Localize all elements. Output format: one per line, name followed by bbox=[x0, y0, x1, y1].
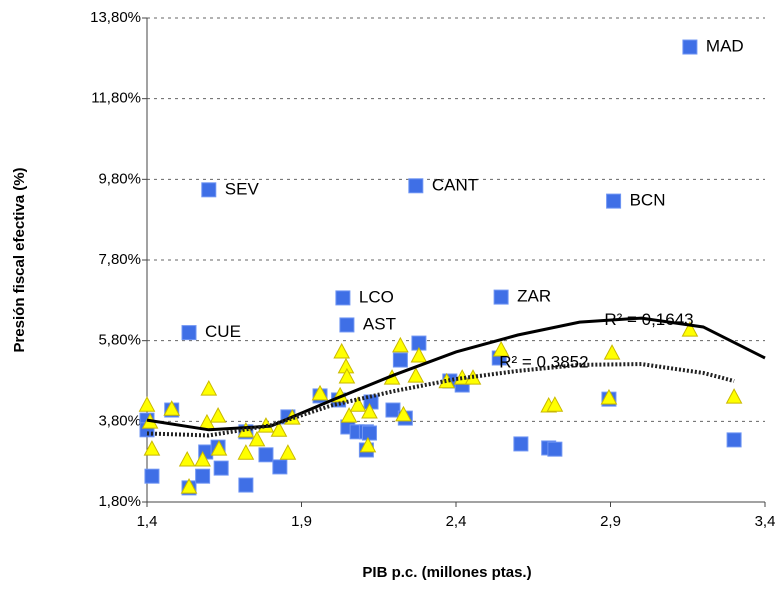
square-point bbox=[392, 352, 408, 368]
triangle-point bbox=[349, 396, 367, 412]
point-label: SEV bbox=[225, 179, 260, 198]
triangle-point bbox=[395, 405, 412, 422]
square-point bbox=[606, 193, 622, 209]
square-point bbox=[181, 325, 197, 341]
triangle-point bbox=[237, 421, 255, 438]
square-point bbox=[195, 468, 211, 484]
triangle-point bbox=[200, 380, 218, 396]
triangle-point bbox=[725, 388, 743, 404]
triangle-point bbox=[209, 407, 227, 423]
square-point bbox=[201, 182, 217, 198]
point-label: CANT bbox=[432, 175, 478, 194]
square-point bbox=[144, 468, 160, 484]
triangle-point bbox=[279, 444, 297, 460]
triangle-point bbox=[361, 402, 378, 419]
triangle-point bbox=[311, 384, 329, 401]
triangle-point bbox=[410, 346, 428, 363]
triangle-point bbox=[248, 430, 266, 447]
square-point bbox=[335, 290, 351, 306]
y-tick-label: 1,80% bbox=[98, 493, 141, 510]
triangle-point bbox=[600, 388, 618, 405]
triangle-point bbox=[270, 421, 288, 437]
square-point bbox=[726, 432, 742, 448]
triangle-point bbox=[338, 367, 356, 384]
triangle-point bbox=[359, 436, 377, 453]
triangle-point bbox=[546, 396, 564, 412]
square-point bbox=[361, 425, 377, 441]
point-label: ZAR bbox=[517, 287, 551, 306]
x-tick-label: 1,4 bbox=[137, 513, 158, 530]
y-tick-label: 11,80% bbox=[91, 90, 141, 107]
x-tick-label: 2,9 bbox=[600, 513, 621, 530]
y-axis-title: Presión fiscal efectiva (%) bbox=[11, 167, 28, 352]
trendline-label: R² = 0,1643 bbox=[604, 310, 693, 329]
y-tick-label: 5,80% bbox=[98, 332, 141, 349]
triangle-point bbox=[178, 450, 196, 467]
triangle-point bbox=[138, 396, 156, 412]
point-label: AST bbox=[363, 314, 396, 333]
x-tick-label: 2,4 bbox=[446, 513, 467, 530]
x-tick-label: 3,4 bbox=[755, 513, 775, 530]
square-point bbox=[682, 39, 698, 55]
triangle-point bbox=[143, 440, 161, 456]
y-tick-label: 13,80% bbox=[90, 9, 141, 26]
square-point bbox=[339, 317, 355, 333]
y-tick-label: 7,80% bbox=[98, 251, 141, 268]
point-label: BCN bbox=[630, 191, 666, 210]
point-label: LCO bbox=[359, 287, 394, 306]
triangle-point bbox=[392, 336, 409, 353]
triangle-point bbox=[492, 340, 510, 357]
trendline bbox=[146, 316, 766, 432]
square-point bbox=[272, 459, 288, 475]
triangle-point bbox=[194, 450, 211, 467]
x-axis-title: PIB p.c. (millones ptas.) bbox=[362, 564, 531, 581]
square-point bbox=[238, 477, 254, 493]
square-point bbox=[493, 289, 509, 305]
y-tick-label: 9,80% bbox=[98, 170, 141, 187]
y-tick-label: 3,80% bbox=[98, 412, 141, 429]
square-point bbox=[547, 441, 563, 457]
triangle-point bbox=[163, 400, 181, 416]
x-tick-label: 1,9 bbox=[291, 513, 312, 530]
triangle-point bbox=[340, 407, 358, 423]
square-point bbox=[258, 447, 274, 463]
triangle-point bbox=[180, 478, 198, 494]
triangle-point bbox=[237, 444, 255, 460]
triangle-point bbox=[681, 321, 699, 337]
point-label: CUE bbox=[205, 322, 241, 341]
square-point bbox=[408, 178, 424, 194]
trendline bbox=[146, 362, 735, 438]
triangle-point bbox=[603, 344, 621, 360]
triangle-point bbox=[438, 372, 456, 389]
square-point bbox=[513, 436, 529, 452]
square-point bbox=[385, 402, 401, 418]
triangle-point bbox=[407, 367, 425, 383]
triangle-point bbox=[333, 342, 351, 359]
square-point bbox=[213, 460, 229, 476]
triangle-point bbox=[210, 440, 228, 456]
trendline-label: R² = 0,3852 bbox=[499, 352, 588, 371]
point-label: MAD bbox=[706, 37, 744, 56]
